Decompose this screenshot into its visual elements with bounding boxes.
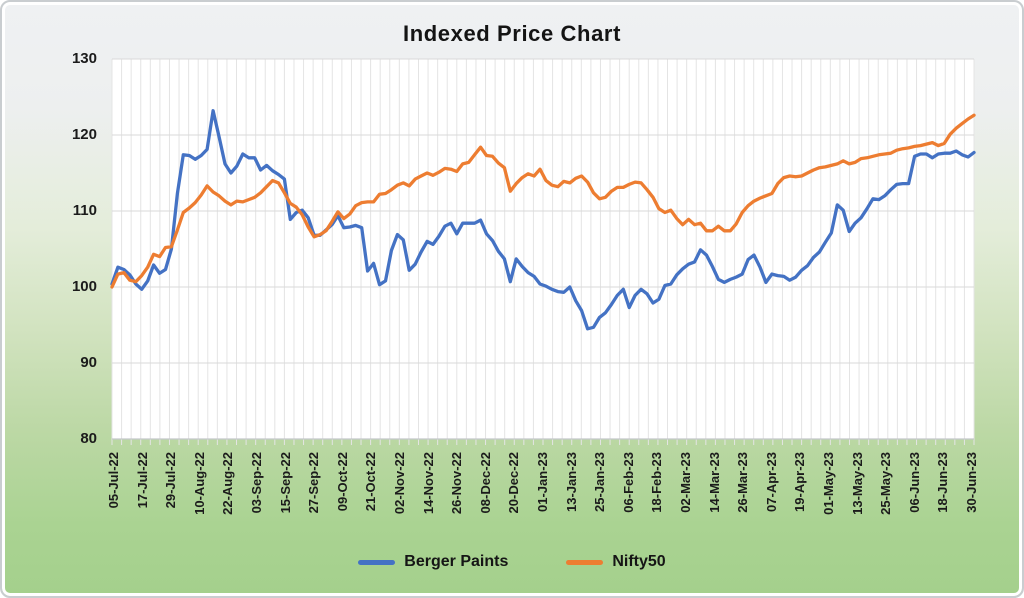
y-tick-label: 100 [71,278,97,295]
y-tick-label: 130 [71,50,97,67]
legend-item-nifty50: Nifty50 [566,553,666,571]
x-tick-label: 14-Mar-23 [706,452,722,513]
x-tick-label: 17-Jul-22 [134,452,150,509]
legend-label: Nifty50 [612,553,666,570]
x-tick-label: 26-Nov-22 [449,452,465,515]
legend-item-berger-paints: Berger Paints [358,553,508,571]
y-tick-label: 90 [80,354,97,371]
x-tick-label: 26-Mar-23 [735,452,751,513]
x-tick-label: 18-Feb-23 [649,452,665,513]
y-tick-label: 120 [71,126,97,143]
x-tick-label: 13-Jan-23 [563,452,579,512]
x-tick-label: 02-Nov-22 [392,452,407,515]
x-tick-label: 06-Feb-23 [620,452,636,513]
legend-line-swatch [358,559,396,565]
x-tick-label: 01-Jan-23 [535,452,550,512]
x-tick-label: 10-Aug-22 [191,452,207,515]
legend-line-swatch [566,559,604,565]
x-tick-label: 01-May-23 [821,452,836,515]
x-tick-label: 29-Jul-22 [163,452,179,509]
x-tick-label: 07-Apr-23 [763,452,779,512]
legend: Berger Paints Nifty50 [2,553,1022,571]
x-tick-label: 30-Jun-23 [964,452,979,513]
x-tick-label: 06-Jun-23 [906,452,922,513]
x-tick-label: 05-Jul-22 [106,452,121,509]
x-tick-label: 18-Jun-23 [935,452,951,513]
x-tick-label: 19-Apr-23 [792,452,808,512]
x-tick-label: 14-Nov-22 [420,452,436,515]
x-tick-label: 09-Oct-22 [334,452,350,512]
x-tick-label: 03-Sep-22 [249,452,264,514]
series-line-nifty50 [110,113,976,289]
x-tick-label: 20-Dec-22 [506,452,522,514]
x-tick-label: 15-Sep-22 [277,452,293,514]
x-tick-label: 25-May-23 [878,452,894,515]
x-tick-label: 22-Aug-22 [220,452,236,515]
x-tick-label: 21-Oct-22 [363,452,379,512]
x-tick-label: 25-Jan-23 [592,452,608,512]
x-tick-label: 02-Mar-23 [678,452,693,513]
chart-title: Indexed Price Chart [402,21,622,46]
y-tick-label: 110 [72,202,97,219]
series-line-berger-paints [110,109,976,331]
x-tick-label: 27-Sep-22 [306,452,322,514]
y-tick-label: 80 [80,430,97,447]
x-tick-label: 13-May-23 [849,452,865,515]
legend-label: Berger Paints [404,553,509,570]
x-tick-label: 08-Dec-22 [477,452,493,514]
